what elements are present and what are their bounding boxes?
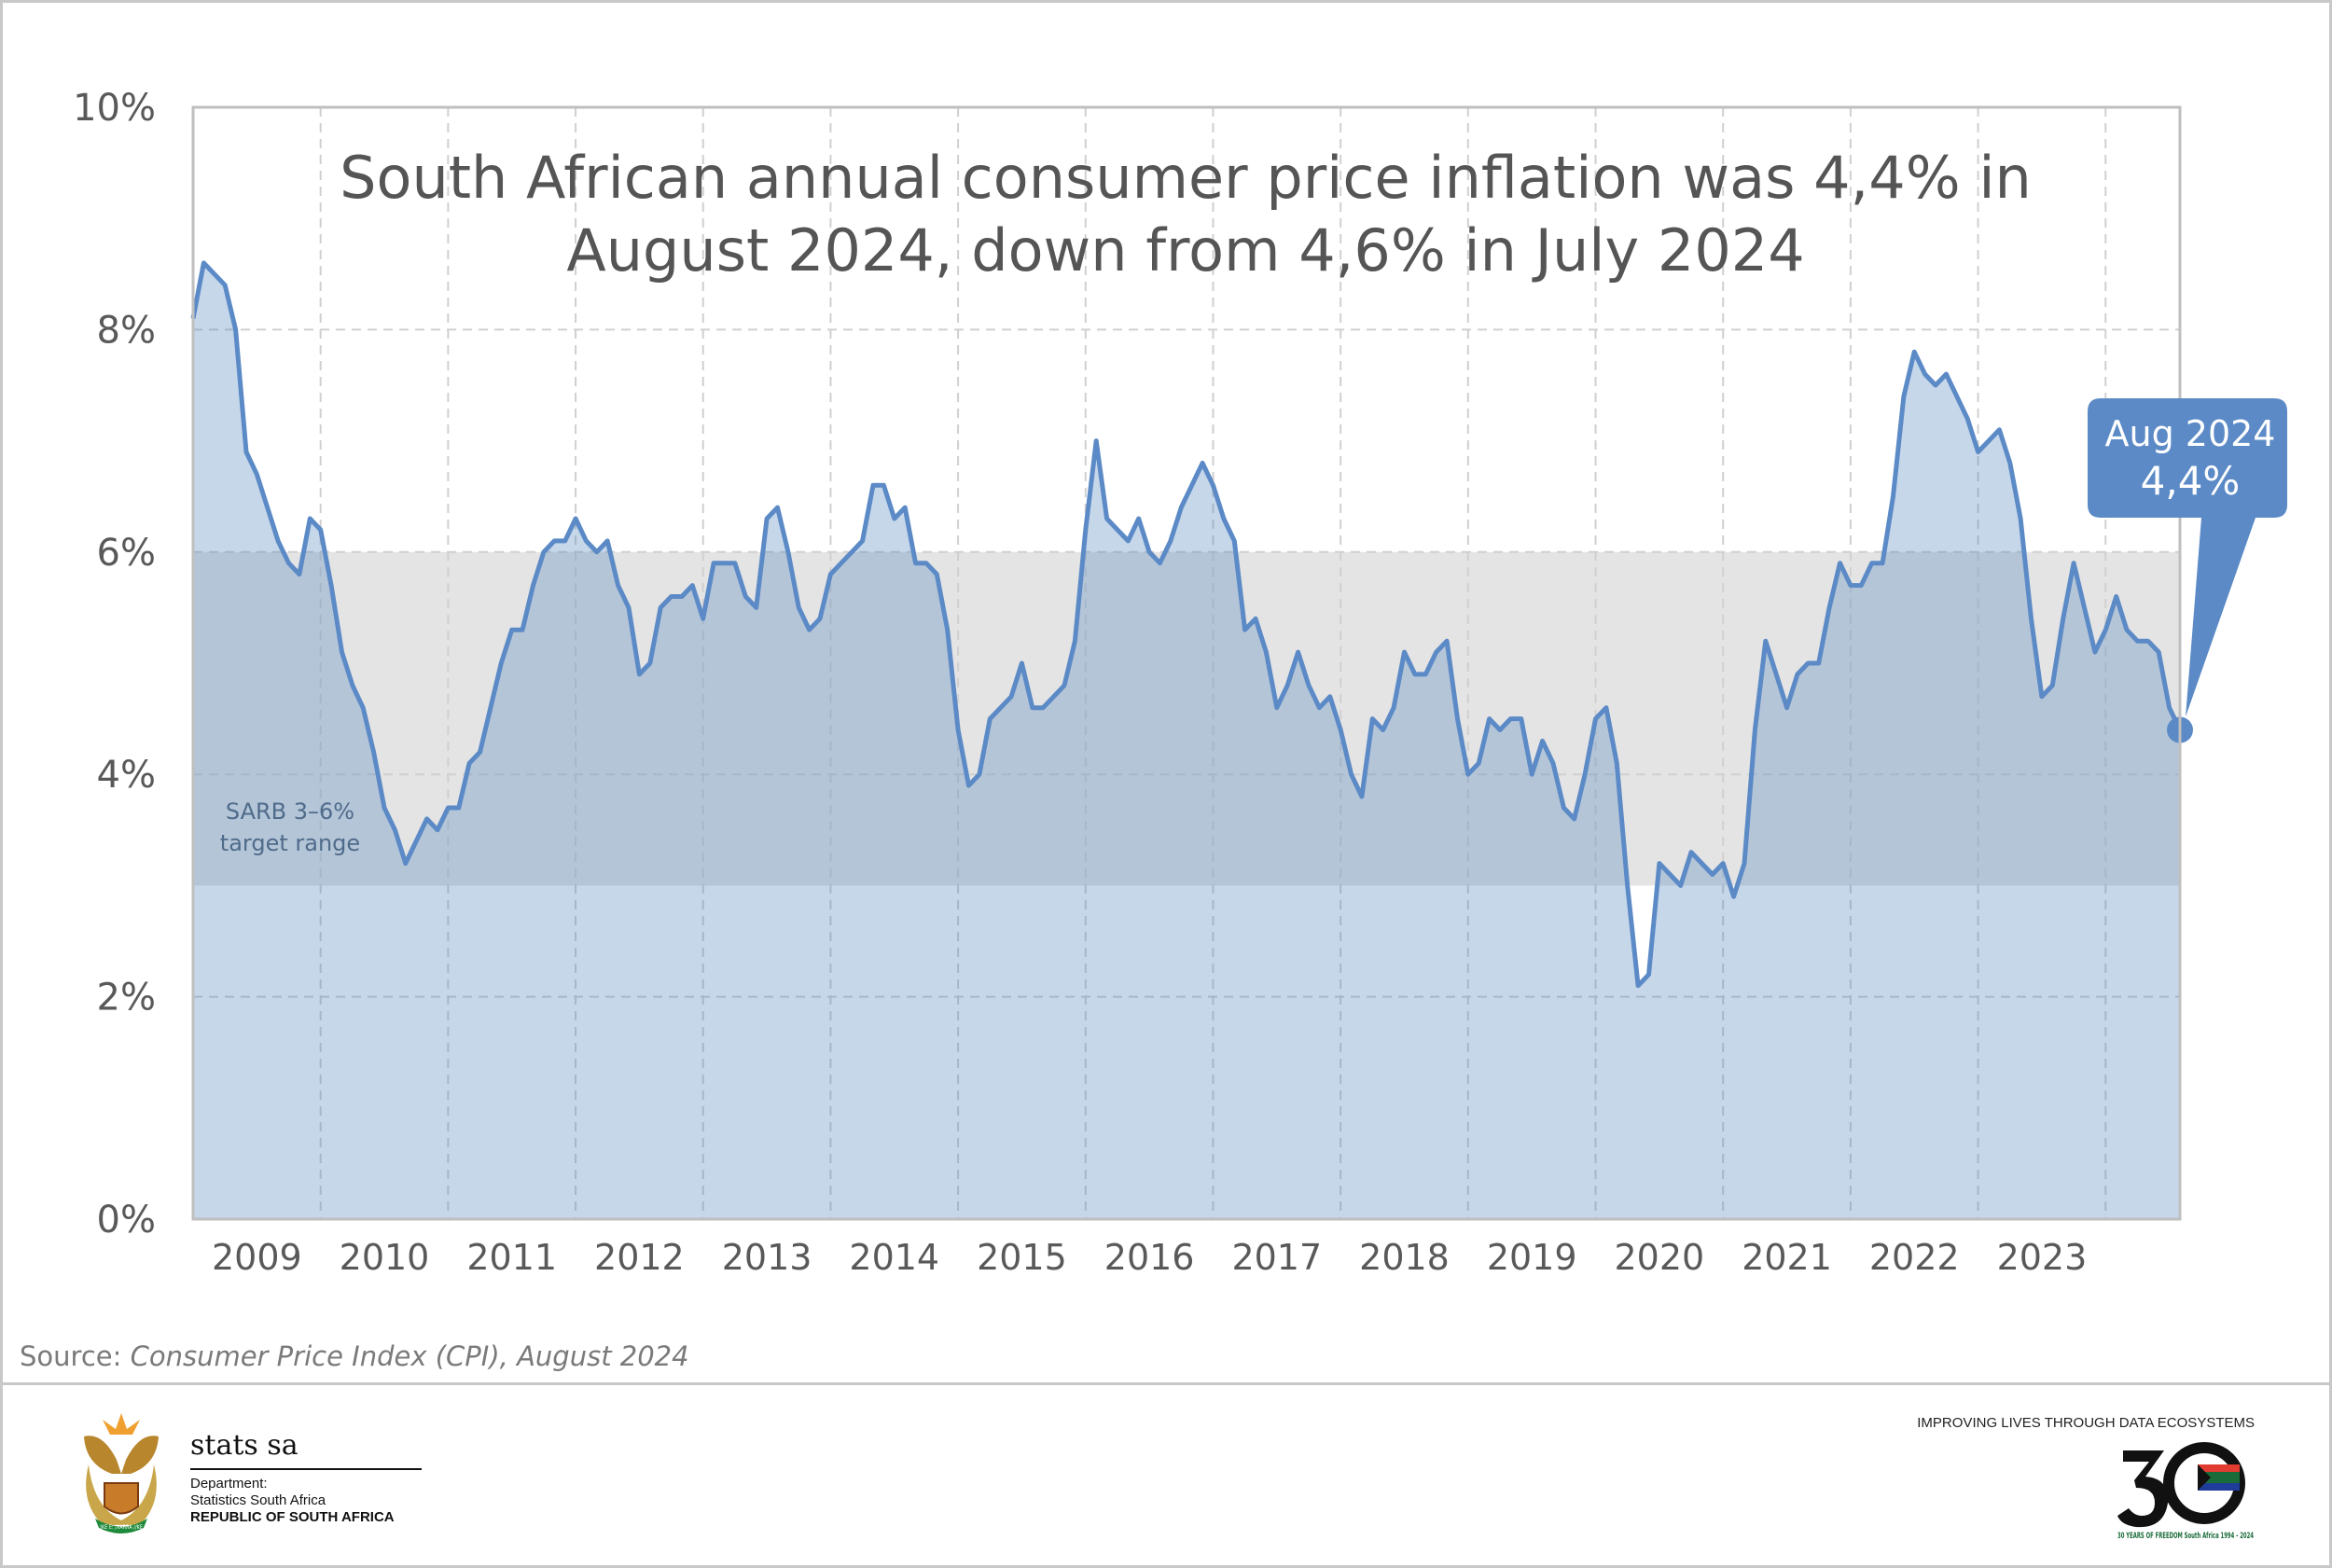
callout-value: 4,4% xyxy=(2141,458,2241,504)
numeral-three-shape xyxy=(2117,1450,2169,1528)
x-tick-label: 2018 xyxy=(1359,1237,1450,1278)
target-band-label-line-1: SARB 3–6% xyxy=(226,798,354,825)
30-years-of-freedom-logo: 30 YEARS OF FREEDOM South Africa 1994 - … xyxy=(2117,1442,2254,1541)
dept-line-2: Statistics South Africa xyxy=(190,1492,326,1508)
footer-divider xyxy=(0,1382,2332,1385)
y-tick-label: 10% xyxy=(73,87,156,130)
x-tick-label: 2019 xyxy=(1487,1237,1577,1278)
y-tick-label: 0% xyxy=(97,1199,156,1242)
dept-line-1: Department: xyxy=(190,1476,268,1492)
x-tick-label: 2020 xyxy=(1615,1237,1705,1278)
target-band xyxy=(193,551,2180,886)
dept-line-3: REPUBLIC OF SOUTH AFRICA xyxy=(190,1509,395,1525)
x-tick-label: 2014 xyxy=(849,1237,939,1278)
coat-of-arms-motto: !KE E: /XARRA //KE xyxy=(100,1524,143,1531)
x-tick-label: 2016 xyxy=(1104,1237,1195,1278)
x-tick-label: 2010 xyxy=(340,1237,430,1278)
org-name: stats sa xyxy=(190,1429,298,1462)
y-tick-label: 4% xyxy=(97,754,156,797)
chart-title-line-1: South African annual consumer price infl… xyxy=(340,144,2032,212)
x-tick-label: 2015 xyxy=(977,1237,1067,1278)
logo-rule xyxy=(190,1468,422,1470)
y-tick-label: 2% xyxy=(97,977,156,1020)
stats-sa-logo: !KE E: /XARRA //KE stats sa Department: … xyxy=(75,1408,448,1548)
x-tick-label: 2009 xyxy=(212,1237,302,1278)
source-text: Consumer Price Index (CPI), August 2024 xyxy=(130,1340,689,1372)
x-tick-label: 2023 xyxy=(1997,1237,2088,1278)
cpi-area xyxy=(193,262,2180,1219)
callout-bubble xyxy=(2088,398,2287,717)
chart-title-line-2: August 2024, down from 4,6% in July 2024 xyxy=(566,216,1804,284)
x-tick-label: 2021 xyxy=(1742,1237,1832,1278)
cpi-line xyxy=(190,260,2183,989)
y-tick-label: 6% xyxy=(97,532,156,575)
x-tick-label: 2017 xyxy=(1231,1237,1322,1278)
target-band-label-line-2: target range xyxy=(220,830,360,856)
y-tick-label: 8% xyxy=(97,309,156,352)
x-tick-label: 2022 xyxy=(1869,1237,1960,1278)
department-text: Department: Statistics South Africa REPU… xyxy=(190,1476,395,1526)
slogan: IMPROVING LIVES THROUGH DATA ECOSYSTEMS xyxy=(1917,1415,2255,1431)
plot-border xyxy=(191,105,2182,1221)
source-prefix: Source: xyxy=(20,1340,131,1372)
source-note: Source: Consumer Price Index (CPI), Augu… xyxy=(20,1340,689,1372)
x-tick-label: 2013 xyxy=(722,1237,812,1278)
anniversary-logo-text: 30 YEARS OF FREEDOM South Africa 1994 - … xyxy=(2117,1532,2254,1541)
x-tick-label: 2012 xyxy=(594,1237,685,1278)
latest-value-callout: Aug 2024 4,4% xyxy=(2088,398,2287,717)
callout-month: Aug 2024 xyxy=(2105,413,2276,454)
x-tick-label: 2011 xyxy=(466,1237,557,1278)
coat-of-arms-icon: !KE E: /XARRA //KE xyxy=(84,1413,159,1533)
